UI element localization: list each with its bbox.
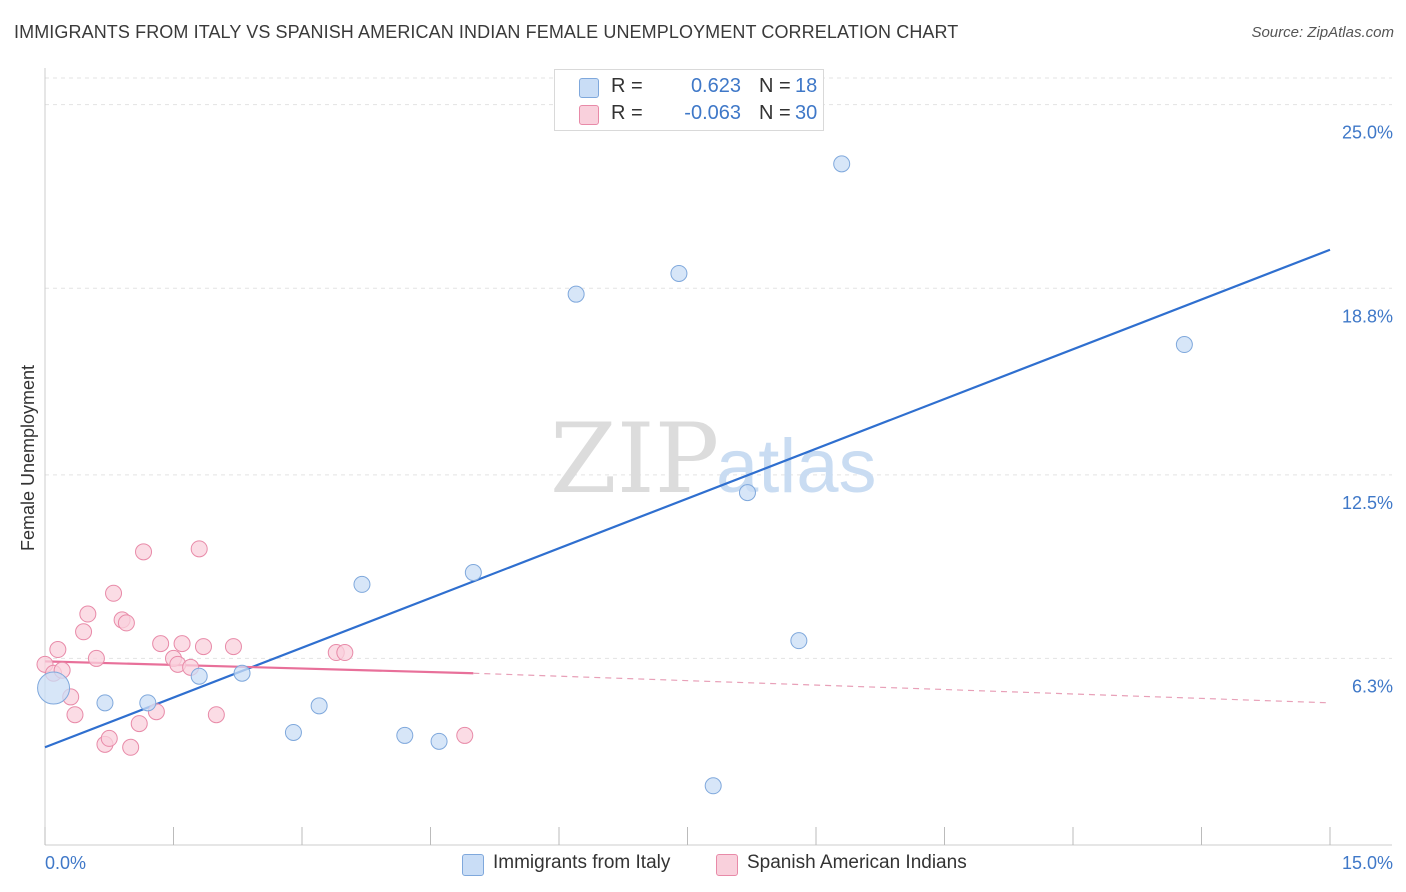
legend-r-value: 0.623 xyxy=(690,75,741,97)
point-immigrants-from-italy xyxy=(353,575,371,593)
chart-title: IMMIGRANTS FROM ITALY VS SPANISH AMERICA… xyxy=(14,22,959,42)
watermark-zip: ZIP xyxy=(550,403,719,515)
legend-swatch-italy xyxy=(579,78,599,98)
point-immigrants-from-italy xyxy=(284,723,302,741)
point-spanish-american-indians xyxy=(66,706,84,724)
point-spanish-american-indians xyxy=(130,715,148,733)
watermark: ZIP atlas xyxy=(550,403,877,515)
data-points xyxy=(36,155,1193,795)
point-spanish-american-indians xyxy=(117,614,135,632)
y-axis-label: Female Unemployment xyxy=(18,365,38,551)
point-immigrants-from-italy xyxy=(190,667,208,685)
legend-swatch-spanish xyxy=(579,105,599,125)
legend-n-label: N = xyxy=(759,102,791,124)
point-immigrants-from-italy xyxy=(790,632,808,650)
point-spanish-american-indians xyxy=(173,635,191,653)
point-spanish-american-indians xyxy=(75,623,93,641)
point-immigrants-from-italy xyxy=(1175,336,1193,354)
point-immigrants-from-italy xyxy=(233,664,251,682)
point-spanish-american-indians xyxy=(100,729,118,747)
point-immigrants-from-italy xyxy=(833,155,851,173)
point-spanish-american-indians xyxy=(336,644,354,662)
x-tick-label-max: 15.0% xyxy=(1342,853,1393,873)
point-spanish-american-indians xyxy=(152,635,170,653)
x-tick-labels: 0.0% 15.0% xyxy=(45,853,1393,873)
point-spanish-american-indians xyxy=(135,543,153,561)
point-immigrants-from-italy xyxy=(37,671,71,705)
point-immigrants-from-italy xyxy=(464,564,482,582)
trend-line-spanish-dashed xyxy=(473,672,1331,704)
y-tick-label: 12.5% xyxy=(1342,493,1393,513)
point-immigrants-from-italy xyxy=(430,732,448,750)
legend-n-label: N = xyxy=(759,75,791,97)
gridlines xyxy=(45,77,1392,659)
stats-legend: R = 0.623 N = 18 R = -0.063 N = 30 xyxy=(554,69,824,131)
point-spanish-american-indians xyxy=(194,638,212,656)
trend-line-spanish-solid xyxy=(44,660,474,675)
point-spanish-american-indians xyxy=(190,540,208,558)
axes xyxy=(44,68,1392,846)
legend-r-value: -0.063 xyxy=(684,102,741,124)
legend-n-value: 18 xyxy=(795,75,818,97)
point-spanish-american-indians xyxy=(456,726,474,744)
point-spanish-american-indians xyxy=(87,649,105,667)
trend-line-italy xyxy=(44,248,1331,749)
point-spanish-american-indians xyxy=(49,641,67,659)
y-tick-label: 25.0% xyxy=(1342,123,1393,143)
y-tick-label: 6.3% xyxy=(1352,676,1393,696)
point-immigrants-from-italy xyxy=(96,694,114,712)
point-spanish-american-indians xyxy=(79,605,97,623)
point-immigrants-from-italy xyxy=(704,777,722,795)
point-immigrants-from-italy xyxy=(670,264,688,282)
bottom-legend-label-spanish: Spanish American Indians xyxy=(747,852,967,873)
bottom-legend-swatch-italy xyxy=(462,854,484,876)
point-spanish-american-indians xyxy=(224,638,242,656)
point-immigrants-from-italy xyxy=(310,697,328,715)
point-immigrants-from-italy xyxy=(139,694,157,712)
source-label: Source: ZipAtlas.com xyxy=(1251,24,1394,41)
point-spanish-american-indians xyxy=(207,706,225,724)
point-immigrants-from-italy xyxy=(396,726,414,744)
bottom-legend-swatch-spanish xyxy=(716,854,738,876)
trend-lines xyxy=(44,248,1331,749)
legend-n-value: 30 xyxy=(795,102,818,124)
point-spanish-american-indians xyxy=(122,738,140,756)
point-immigrants-from-italy xyxy=(738,484,756,502)
legend-r-label: R = xyxy=(611,102,643,124)
x-tick-label-min: 0.0% xyxy=(45,853,86,873)
legend-r-label: R = xyxy=(611,75,643,97)
y-tick-labels: 6.3% 12.5% 18.8% 25.0% xyxy=(1342,123,1393,697)
point-spanish-american-indians xyxy=(105,584,123,602)
bottom-legend-label-italy: Immigrants from Italy xyxy=(493,852,671,873)
point-immigrants-from-italy xyxy=(567,285,585,303)
y-tick-label: 18.8% xyxy=(1342,306,1393,326)
